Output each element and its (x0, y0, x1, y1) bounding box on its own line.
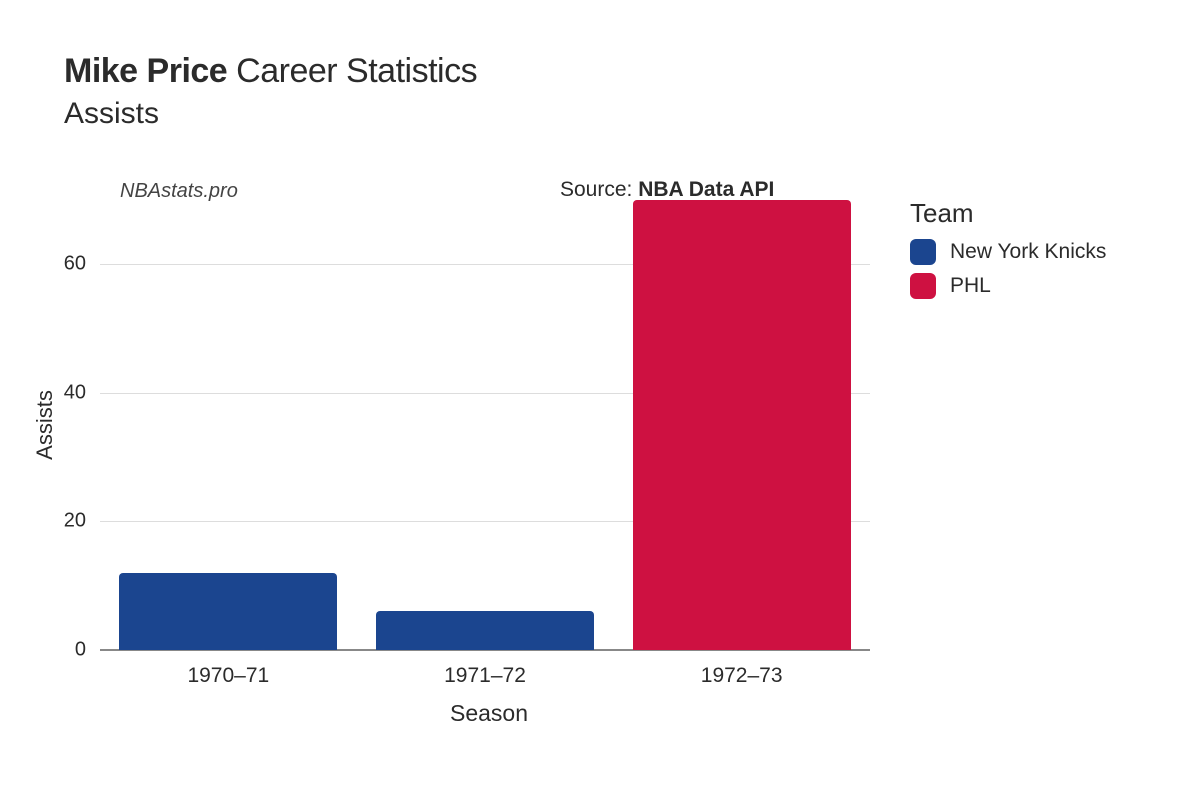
legend: Team New York Knicks PHL (910, 198, 1106, 307)
y-axis-label: Assists (32, 390, 58, 460)
y-tick-label: 60 (64, 253, 100, 276)
x-tick-label: 1971–72 (444, 650, 526, 688)
legend-label: PHL (950, 274, 991, 298)
source-attribution: Source: NBA Data API (560, 178, 774, 202)
x-tick-label: 1972–73 (701, 650, 783, 688)
bar (633, 200, 851, 650)
y-tick-label: 20 (64, 510, 100, 533)
title-light: Career Statistics (236, 52, 477, 90)
x-tick-label: 1970–71 (187, 650, 269, 688)
plot-area: 02040601970–711971–721972–73 (100, 200, 870, 650)
y-tick-label: 40 (64, 381, 100, 404)
title-block: Mike Price Career Statistics Assists (64, 52, 477, 131)
source-name: NBA Data API (638, 178, 774, 201)
bar (376, 611, 594, 650)
bar (119, 573, 337, 650)
legend-swatch (910, 273, 936, 299)
legend-label: New York Knicks (950, 240, 1106, 264)
chart-title: Mike Price Career Statistics (64, 52, 477, 91)
chart-subtitle: Assists (64, 97, 477, 131)
chart-container: Mike Price Career Statistics Assists NBA… (0, 0, 1200, 800)
legend-swatch (910, 239, 936, 265)
title-bold: Mike Price (64, 52, 227, 90)
legend-item: New York Knicks (910, 239, 1106, 265)
y-tick-label: 0 (75, 639, 100, 662)
legend-title: Team (910, 198, 1106, 229)
legend-item: PHL (910, 273, 1106, 299)
source-prefix: Source: (560, 178, 638, 201)
x-axis-label: Season (450, 700, 528, 727)
